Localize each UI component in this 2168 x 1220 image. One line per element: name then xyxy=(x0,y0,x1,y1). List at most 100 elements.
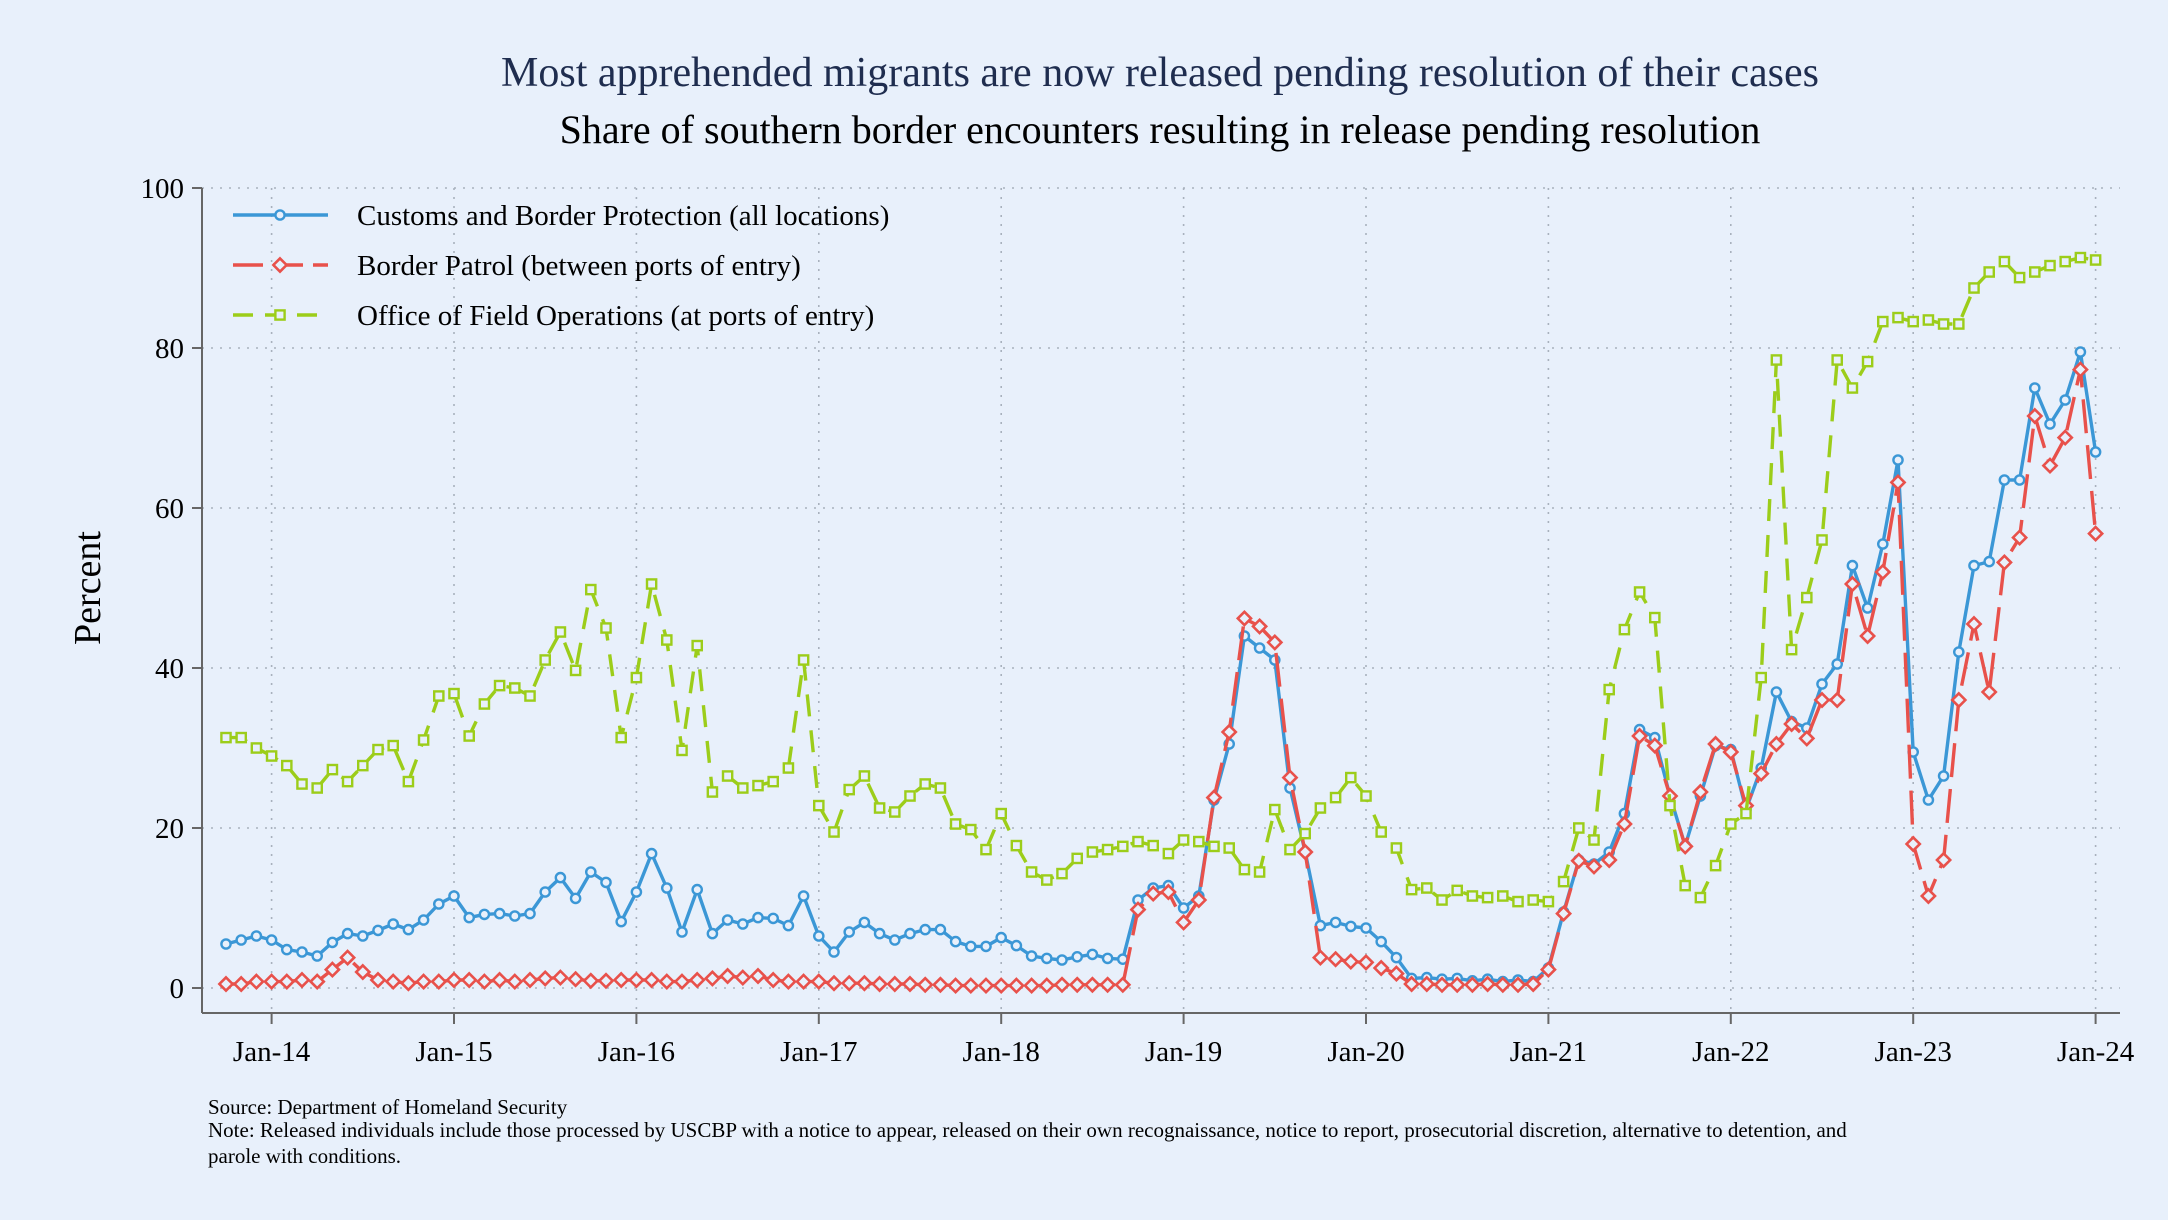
data-point xyxy=(387,739,400,752)
data-point xyxy=(372,924,384,937)
data-point xyxy=(947,977,965,995)
data-point xyxy=(1205,789,1223,807)
data-point xyxy=(1937,770,1950,782)
data-point xyxy=(919,778,931,790)
data-point xyxy=(1968,282,1980,294)
data-point xyxy=(600,876,612,889)
note-text-line-1: Note: Released individuals include those… xyxy=(208,1118,1847,1142)
data-point xyxy=(828,946,840,958)
data-point xyxy=(615,731,627,744)
data-point xyxy=(2011,529,2029,547)
data-point xyxy=(2056,429,2074,447)
data-point xyxy=(658,973,676,991)
data-point xyxy=(615,915,628,928)
data-point xyxy=(1555,905,1573,923)
data-point xyxy=(1238,863,1251,876)
data-point xyxy=(1311,949,1329,967)
data-point xyxy=(567,970,585,988)
legend-marker xyxy=(274,209,286,221)
data-point xyxy=(341,775,354,788)
data-point xyxy=(341,927,354,940)
data-point xyxy=(1783,715,1801,733)
data-point xyxy=(1403,975,1421,993)
data-point xyxy=(339,949,357,967)
data-point xyxy=(843,783,855,796)
data-point xyxy=(1633,586,1646,598)
data-point xyxy=(1068,976,1086,994)
data-point xyxy=(1159,883,1177,901)
data-point xyxy=(810,973,828,991)
data-point xyxy=(1281,769,1299,787)
data-point xyxy=(1056,954,1068,966)
data-point xyxy=(919,923,932,936)
legend-label: Customs and Border Protection (all locat… xyxy=(357,200,889,232)
data-point xyxy=(220,938,232,950)
y-tick-label: 100 xyxy=(141,173,185,205)
data-point xyxy=(1615,815,1633,833)
data-point xyxy=(296,946,308,958)
data-point xyxy=(265,934,278,946)
data-point xyxy=(539,654,551,666)
data-point xyxy=(326,763,339,776)
data-point xyxy=(1922,794,1935,806)
data-point xyxy=(1390,842,1403,854)
data-point xyxy=(737,782,749,794)
data-point xyxy=(1420,882,1433,894)
data-point xyxy=(1175,913,1193,931)
data-point xyxy=(949,935,962,948)
data-point xyxy=(308,973,326,991)
data-point xyxy=(2059,394,2071,406)
data-point xyxy=(387,918,400,930)
data-point xyxy=(1375,935,1387,948)
data-point xyxy=(1588,834,1600,846)
data-point xyxy=(1101,952,1114,965)
data-point xyxy=(1083,976,1101,994)
data-point xyxy=(323,961,341,979)
data-point xyxy=(676,744,688,757)
data-point xyxy=(977,977,995,995)
data-point xyxy=(448,687,460,700)
data-point xyxy=(1436,894,1448,906)
data-point xyxy=(752,911,764,924)
data-point xyxy=(582,972,600,990)
data-point xyxy=(797,654,810,666)
data-point xyxy=(992,977,1010,995)
data-point xyxy=(1162,847,1175,860)
data-point xyxy=(871,975,889,993)
x-tick-label: Jan-16 xyxy=(598,1036,675,1068)
data-point xyxy=(1539,961,1557,979)
data-point xyxy=(630,671,643,684)
data-point xyxy=(1296,843,1314,861)
data-point xyxy=(1603,683,1615,696)
data-point xyxy=(463,730,476,742)
data-point xyxy=(1129,901,1147,919)
data-point xyxy=(524,690,536,702)
data-point xyxy=(825,974,843,992)
data-point xyxy=(478,698,491,710)
data-point xyxy=(1861,602,1874,614)
y-tick-label: 80 xyxy=(155,333,184,365)
data-point xyxy=(521,971,539,989)
data-point xyxy=(1570,852,1588,870)
data-point xyxy=(235,731,248,744)
chart-title: Most apprehended migrants are now releas… xyxy=(501,50,1819,96)
data-point xyxy=(491,971,509,989)
data-point xyxy=(1995,553,2013,571)
tick-labels: 0 20 40 60 80 100 Jan-14 Jan-15 Jan-16 Jan-17 Jan-… xyxy=(141,173,2135,1068)
axes xyxy=(201,188,2120,1014)
data-point xyxy=(402,923,415,936)
data-point xyxy=(1524,975,1542,993)
data-point xyxy=(1770,686,1783,698)
data-point xyxy=(220,731,232,744)
data-point xyxy=(767,775,779,788)
data-point xyxy=(2089,446,2102,458)
data-point xyxy=(1375,826,1387,838)
data-point xyxy=(1889,473,1907,491)
data-point xyxy=(980,940,992,953)
data-point xyxy=(1618,623,1631,636)
x-tick-label: Jan-18 xyxy=(963,1036,1040,1068)
data-point xyxy=(1843,575,1861,593)
data-point xyxy=(1071,852,1083,865)
data-point xyxy=(554,871,567,884)
